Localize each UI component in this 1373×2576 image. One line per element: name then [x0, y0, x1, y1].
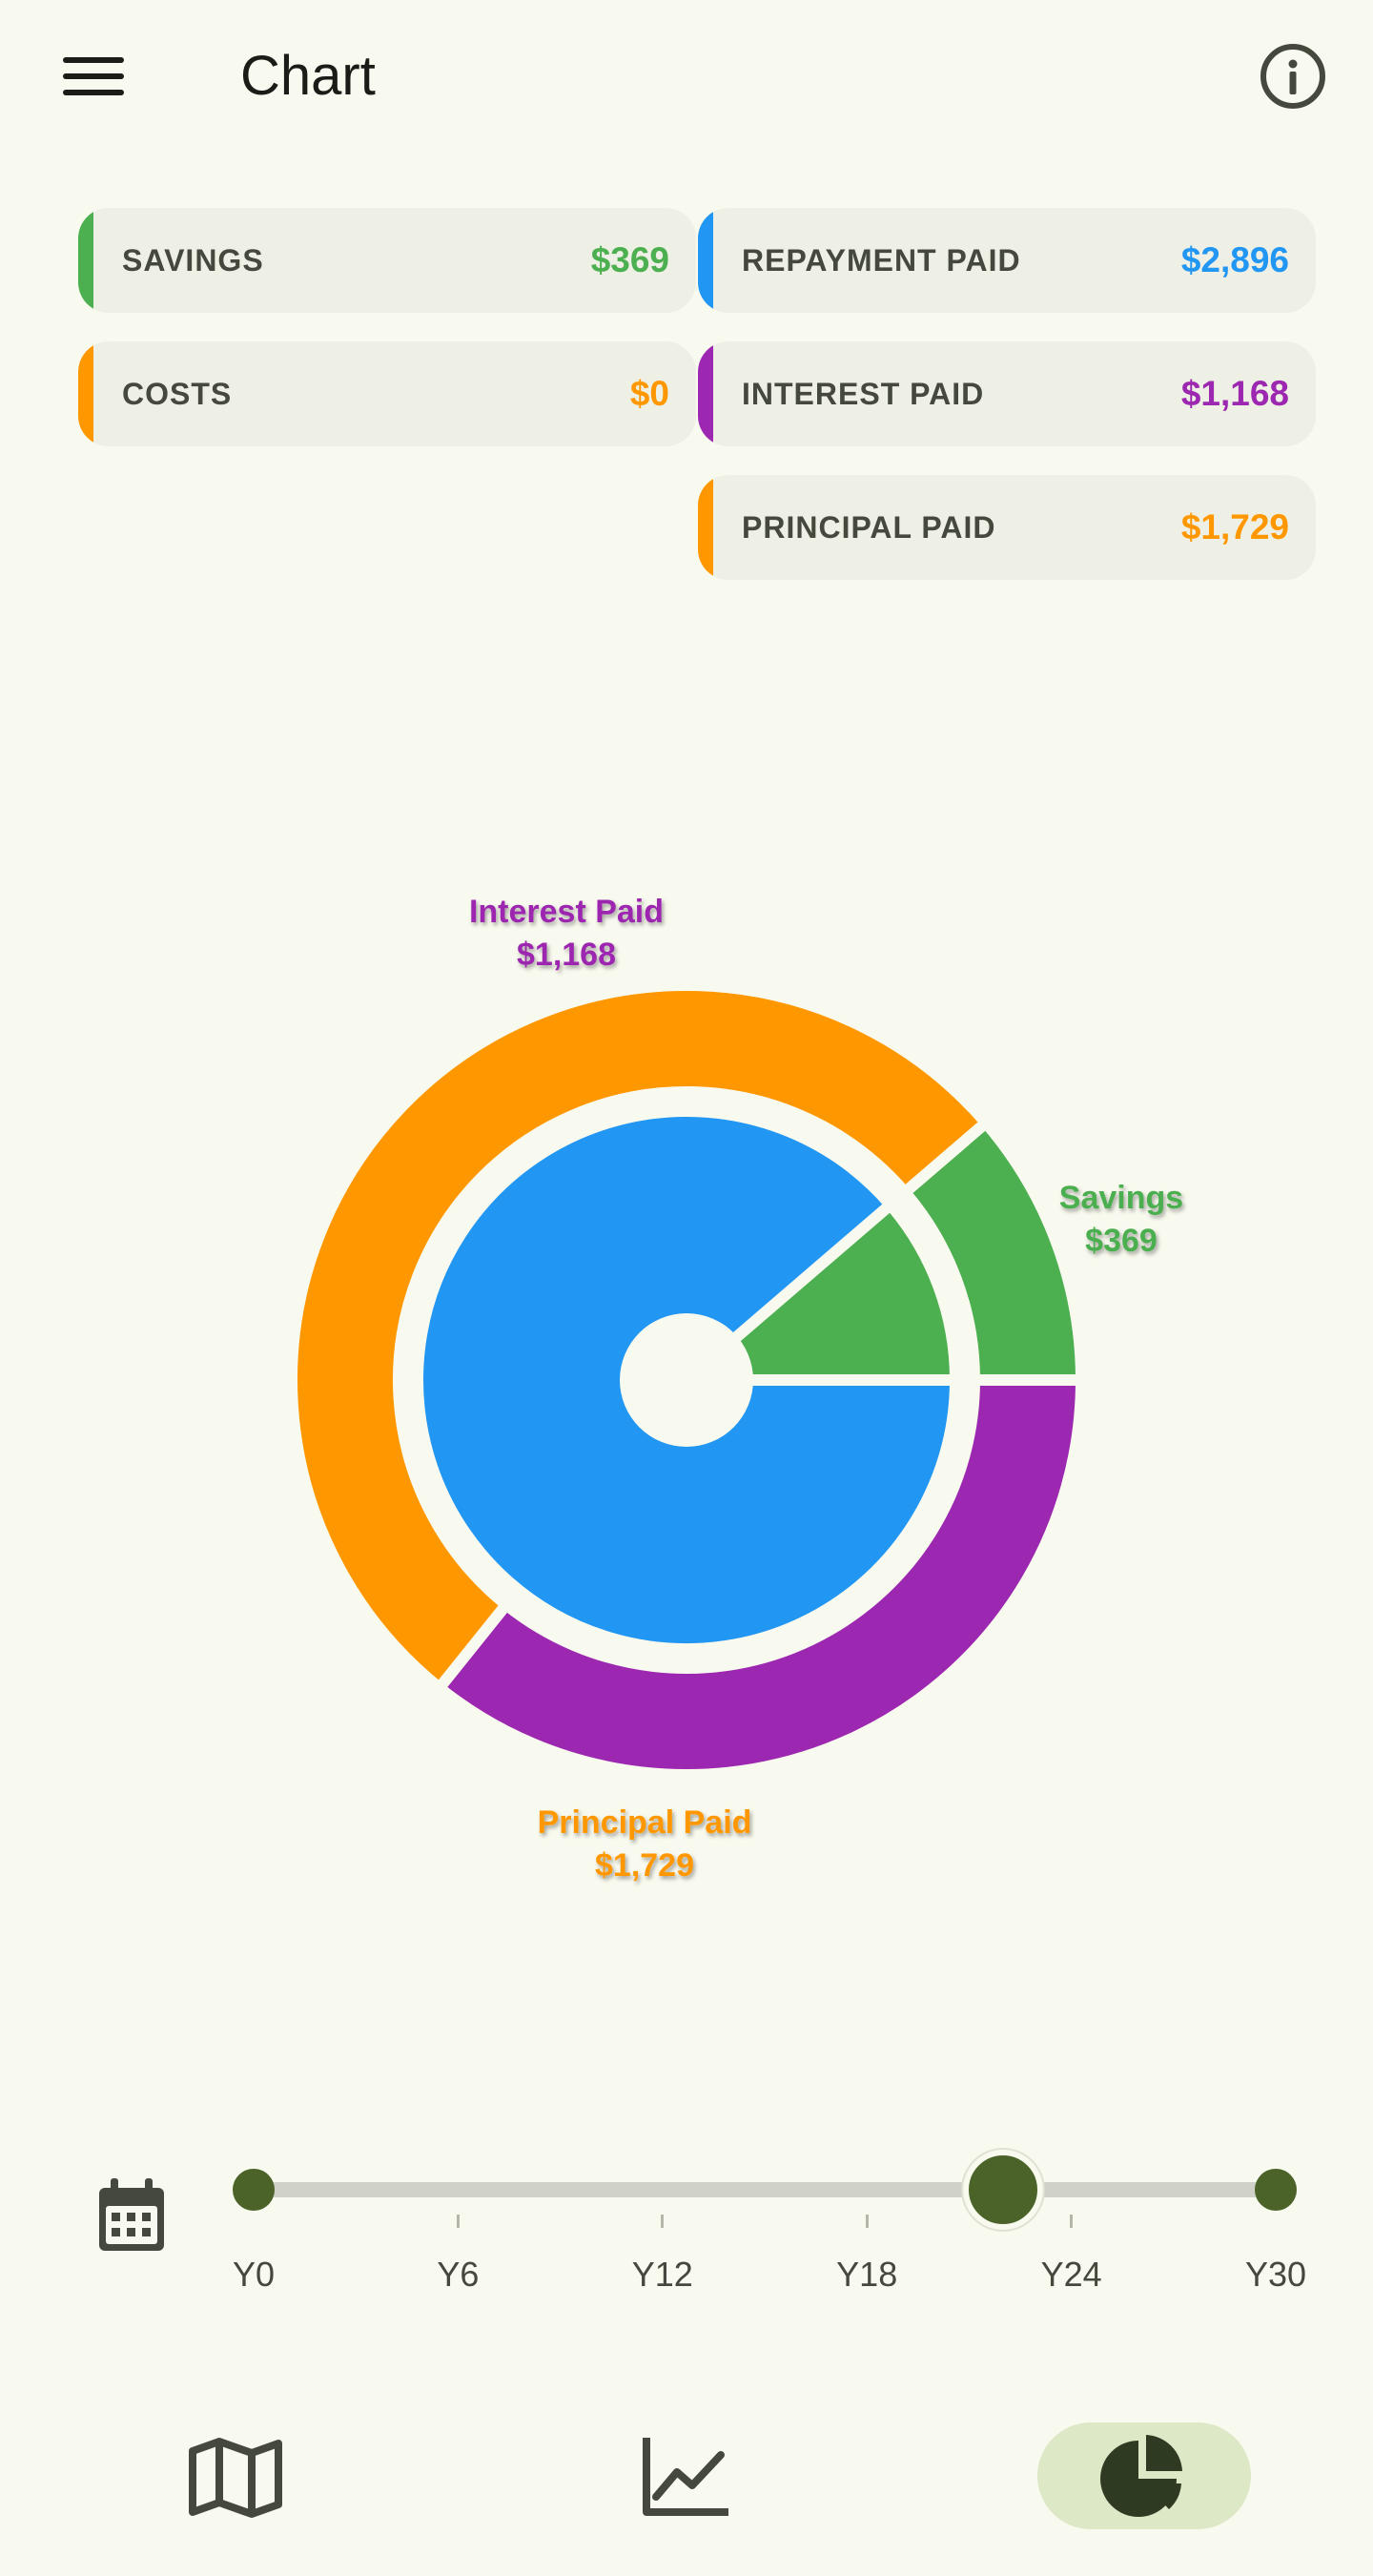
- card-accent: [698, 341, 713, 446]
- info-icon: [1260, 44, 1325, 109]
- inner-slice-savings: [681, 1199, 961, 1386]
- interest-paid-label: Interest Paid: [469, 894, 664, 930]
- principal-paid-value: $1,729: [595, 1847, 694, 1884]
- chart-center-hole: [620, 1313, 753, 1447]
- nav-pie-chart-button[interactable]: [1037, 2422, 1251, 2529]
- pie-chart: Interest Paid $1,168 Savings $369 Princi…: [285, 894, 1183, 1884]
- slider-tick: [456, 2215, 460, 2228]
- card-value: $1,729: [1180, 507, 1289, 546]
- slider-start-dot: [233, 2169, 275, 2211]
- map-icon: [189, 2438, 282, 2518]
- savings-card: SAVINGS $369: [78, 208, 696, 313]
- slider-tick-label: Y0: [232, 2255, 276, 2294]
- line-chart-icon: [643, 2438, 728, 2516]
- slider-tick-label: Y30: [1244, 2255, 1307, 2294]
- costs-card: COSTS $0: [78, 341, 696, 446]
- interest-paid-card: INTEREST PAID $1,168: [698, 341, 1316, 446]
- slider-tick: [865, 2215, 869, 2228]
- card-label: COSTS: [122, 377, 233, 411]
- info-button[interactable]: [1255, 38, 1331, 114]
- slider-tick-label: Y12: [631, 2255, 693, 2294]
- card-label: PRINCIPAL PAID: [742, 510, 996, 545]
- card-accent: [78, 341, 93, 446]
- slider-tick-label: Y24: [1040, 2255, 1102, 2294]
- calendar-icon: [99, 2178, 164, 2251]
- principal-paid-label: Principal Paid: [538, 1804, 752, 1841]
- app-bar: Chart: [0, 0, 1373, 153]
- nav-map-button[interactable]: [172, 2422, 299, 2529]
- nav-line-chart-button[interactable]: [622, 2422, 749, 2529]
- card-label: REPAYMENT PAID: [742, 243, 1021, 278]
- card-accent: [698, 208, 713, 313]
- slider-end-dot: [1255, 2169, 1297, 2211]
- outer-slice-interest-paid: [433, 1374, 1087, 1781]
- savings-value: $369: [1085, 1223, 1158, 1259]
- slider-tick-label: Y6: [437, 2255, 480, 2294]
- page-title: Chart: [240, 45, 376, 107]
- card-value: $369: [590, 240, 669, 279]
- slider-tick: [1070, 2215, 1074, 2228]
- card-value: $2,896: [1180, 240, 1289, 279]
- year-slider-thumb[interactable]: [963, 2150, 1044, 2230]
- calendar-button[interactable]: [95, 2176, 172, 2257]
- card-value: $1,168: [1180, 374, 1289, 413]
- card-accent: [698, 475, 713, 580]
- card-value: $0: [629, 374, 669, 413]
- savings-label: Savings: [1059, 1180, 1183, 1216]
- pie-chart-icon: [1100, 2435, 1182, 2517]
- card-label: INTEREST PAID: [742, 377, 985, 411]
- menu-button[interactable]: [48, 38, 139, 114]
- interest-paid-value: $1,168: [517, 937, 616, 973]
- principal-paid-card: PRINCIPAL PAID $1,729: [698, 475, 1316, 580]
- card-accent: [78, 208, 93, 313]
- outer-slice-principal-paid: [285, 979, 992, 1694]
- repayment-paid-card: REPAYMENT PAID $2,896: [698, 208, 1316, 313]
- year-slider-track[interactable]: [254, 2182, 1276, 2197]
- slider-tick-label: Y18: [836, 2255, 898, 2294]
- card-label: SAVINGS: [122, 243, 264, 278]
- slider-tick: [661, 2215, 665, 2228]
